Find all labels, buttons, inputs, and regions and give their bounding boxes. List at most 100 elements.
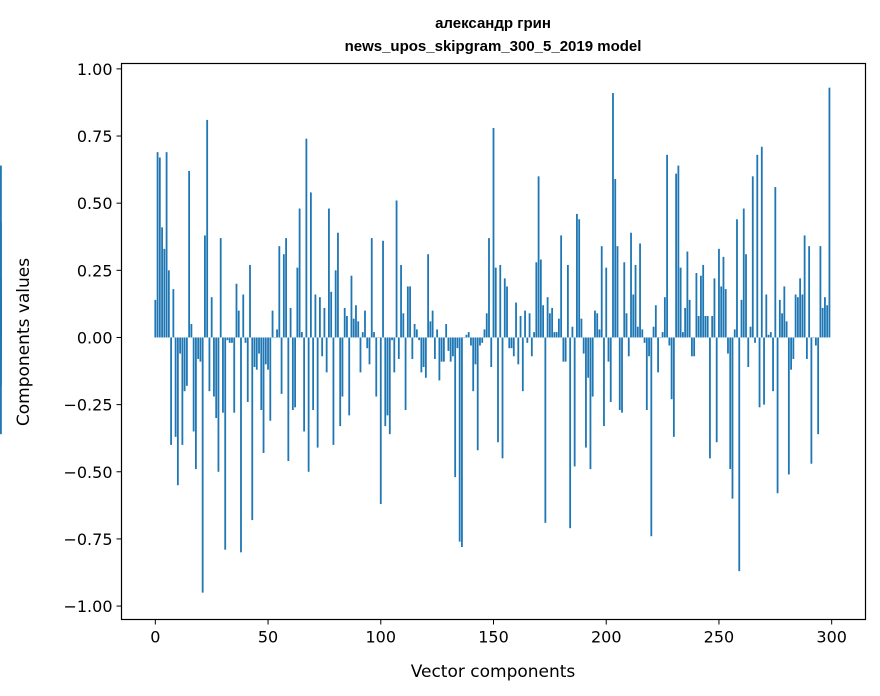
bar — [249, 264, 251, 338]
bar — [684, 307, 687, 338]
bar — [490, 337, 493, 368]
bar — [799, 278, 802, 338]
bar — [303, 337, 306, 432]
bar — [280, 337, 283, 394]
x-axis-ticks: 0 50 100 150 200 250 300 — [150, 619, 847, 647]
bar — [537, 176, 540, 338]
x-tick-label: 250 — [704, 628, 735, 647]
bar — [260, 337, 263, 410]
bar — [185, 337, 188, 386]
bar — [553, 332, 556, 338]
bar — [400, 264, 402, 338]
bar — [501, 337, 504, 459]
bar — [201, 337, 204, 593]
bar — [769, 332, 772, 338]
y-tick-label: 0.25 — [77, 261, 113, 280]
bar — [587, 337, 590, 378]
bar — [246, 337, 249, 402]
bar — [724, 289, 727, 338]
bar — [542, 305, 545, 338]
bar — [355, 305, 357, 338]
bar — [476, 337, 479, 451]
bar — [379, 337, 382, 505]
bar — [481, 337, 484, 343]
bar — [418, 337, 421, 341]
bar — [307, 337, 310, 472]
bar — [643, 337, 646, 343]
chart-subtitle: news_upos_skipgram_300_5_2019 model — [345, 38, 642, 55]
bar — [778, 299, 781, 338]
bar — [253, 337, 256, 368]
y-tick-label: 0.75 — [77, 127, 113, 146]
bar — [711, 315, 714, 338]
bar — [190, 324, 193, 338]
bar — [264, 337, 267, 365]
bar — [208, 337, 211, 392]
bar — [427, 254, 430, 338]
bar — [598, 329, 601, 338]
bar — [754, 337, 756, 343]
bar — [819, 246, 822, 338]
bar — [772, 337, 774, 392]
y-tick-label: −0.50 — [63, 463, 112, 482]
bar — [348, 337, 351, 416]
bar — [298, 208, 301, 338]
x-tick-label: 50 — [258, 628, 278, 647]
bar — [582, 337, 585, 354]
bar — [787, 337, 790, 475]
bar — [368, 337, 371, 365]
bar — [738, 337, 741, 572]
bar — [231, 337, 233, 343]
bar — [731, 337, 734, 499]
bar — [343, 307, 346, 338]
bar — [255, 337, 258, 370]
bar — [289, 307, 292, 338]
bar — [503, 278, 506, 338]
plot-frame — [120, 62, 867, 621]
bar — [801, 294, 804, 338]
bar — [404, 337, 407, 410]
bar — [596, 313, 599, 338]
bar — [262, 337, 265, 453]
bar — [767, 334, 770, 338]
bar — [670, 337, 673, 400]
bar — [677, 165, 680, 338]
y-tick-label: −0.75 — [63, 530, 112, 549]
bar — [237, 310, 240, 338]
bar — [517, 337, 520, 365]
bar — [594, 310, 596, 338]
bar — [339, 337, 342, 427]
bar — [589, 337, 592, 470]
bar — [337, 232, 339, 338]
y-axis-ticks: −1.00 −0.75 −0.50 −0.25 0.00 0.25 0.50 0.75 1.00 — [63, 60, 122, 616]
bar — [792, 337, 795, 359]
bar — [384, 337, 387, 427]
y-tick-label: 0.00 — [77, 328, 113, 347]
bar — [352, 318, 355, 338]
bar — [436, 329, 439, 338]
bar — [332, 337, 335, 445]
bar — [661, 332, 664, 338]
bar — [720, 286, 723, 338]
bar — [605, 267, 608, 338]
bar — [607, 337, 610, 362]
bar — [636, 326, 639, 338]
x-tick-label: 0 — [150, 628, 160, 647]
y-tick-label: −0.25 — [63, 396, 112, 415]
bar — [539, 259, 542, 338]
y-tick-label: 1.00 — [77, 60, 113, 79]
bar — [663, 297, 666, 338]
bar — [158, 157, 161, 338]
bar — [251, 337, 254, 521]
chart-title: александр грин — [435, 15, 551, 32]
bar — [0, 221, 2, 338]
bar — [458, 337, 461, 542]
bar — [562, 337, 565, 362]
bar — [170, 337, 173, 445]
bar — [442, 337, 445, 362]
bar — [751, 176, 754, 338]
bar — [623, 262, 626, 338]
bar — [627, 337, 630, 357]
bar — [758, 337, 761, 408]
bar — [488, 238, 490, 338]
